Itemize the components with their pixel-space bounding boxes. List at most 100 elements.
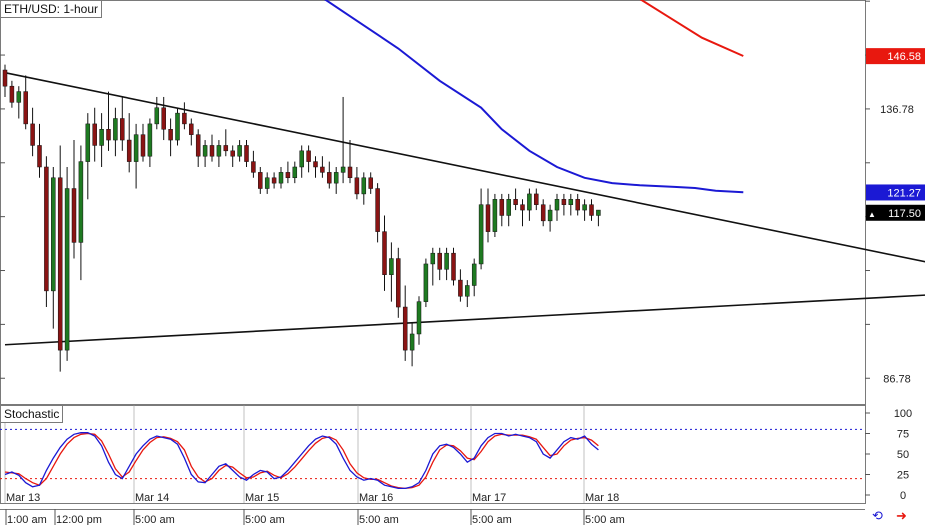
- candle-body: [313, 161, 318, 168]
- candle-body: [506, 199, 511, 216]
- candle-body: [444, 252, 449, 270]
- candle-body: [416, 301, 422, 335]
- arrow-icon[interactable]: ➜: [896, 508, 907, 523]
- candle-body: [71, 188, 77, 243]
- candle-body: [140, 134, 146, 157]
- stochastic-tick-label: 0: [900, 490, 906, 502]
- candle-body: [230, 150, 235, 157]
- moving-average-1: [324, 0, 744, 194]
- day-label: Mar 17: [472, 492, 506, 504]
- candle-body: [64, 188, 70, 351]
- candle-body: [465, 285, 470, 297]
- candle-body: [57, 177, 63, 351]
- candle: [195, 129, 201, 167]
- candle-body: [451, 252, 456, 281]
- candle: [596, 209, 601, 227]
- time-label: 5:00 am: [135, 514, 175, 525]
- candle: [216, 140, 222, 167]
- candle-body: [554, 199, 560, 211]
- candle: [320, 156, 325, 178]
- candle: [278, 166, 284, 189]
- candle: [99, 113, 104, 167]
- price-label-text: 121.27: [887, 187, 921, 199]
- candle: [347, 140, 353, 184]
- candle-body: [327, 172, 332, 184]
- price-label-text: 117.50: [888, 208, 921, 220]
- candle-body: [292, 166, 298, 179]
- candle: [416, 296, 422, 345]
- candle-body: [299, 150, 304, 168]
- candle: [264, 172, 270, 194]
- candle: [402, 285, 408, 361]
- candle-body: [106, 129, 111, 141]
- candle-body: [340, 166, 346, 173]
- candle-body: [375, 188, 380, 232]
- candle-body: [561, 199, 567, 205]
- candle: [513, 188, 518, 211]
- candle-body: [202, 145, 208, 157]
- candle: [306, 145, 311, 173]
- candle: [78, 145, 84, 281]
- candle-body: [189, 123, 194, 135]
- candle-body: [154, 107, 160, 125]
- day-label: Mar 16: [359, 492, 393, 504]
- candle: [340, 96, 346, 184]
- time-label: 1:00 am: [7, 514, 47, 525]
- candle: [375, 183, 380, 243]
- sync-icon[interactable]: ⟲: [872, 508, 883, 523]
- candle-body: [320, 166, 325, 173]
- candle: [23, 75, 28, 130]
- stochastic-tick-label: 50: [897, 449, 909, 461]
- candle: [16, 86, 22, 119]
- candle: [430, 247, 436, 286]
- candle: [251, 150, 256, 178]
- candle: [64, 166, 70, 361]
- candle-body: [113, 118, 118, 141]
- candle: [354, 166, 360, 200]
- candle-body: [368, 177, 373, 189]
- candle-body: [382, 231, 387, 275]
- candle-body: [437, 252, 442, 270]
- main-plot-frame: [0, 0, 866, 405]
- candle: [437, 247, 442, 281]
- candle: [582, 199, 587, 221]
- candle: [451, 247, 456, 286]
- trendline-2: [4, 294, 925, 346]
- candle: [2, 64, 8, 97]
- candle: [368, 172, 373, 194]
- stochastic-tick-label: 25: [897, 470, 909, 482]
- candle: [51, 166, 56, 329]
- candle: [223, 129, 229, 157]
- candle-body: [258, 172, 263, 189]
- stochastic-title: Stochastic: [0, 405, 64, 423]
- candle: [575, 193, 580, 216]
- candle-body: [534, 193, 539, 205]
- price-tick-label: 136.78: [880, 104, 914, 116]
- trendline-1: [4, 71, 925, 263]
- candle: [37, 123, 42, 178]
- candle-body: [271, 177, 277, 184]
- candle: [409, 323, 415, 367]
- candle-body: [499, 199, 505, 216]
- candle-body: [133, 134, 139, 162]
- price-label: 121.27: [866, 184, 925, 201]
- candle: [168, 118, 173, 157]
- candle: [568, 193, 574, 216]
- candle-body: [244, 145, 249, 162]
- price-label: 117.50 ▲: [866, 204, 925, 221]
- candle-body: [120, 118, 125, 141]
- candle: [561, 193, 567, 216]
- candle: [327, 161, 332, 189]
- day-label: Mar 14: [135, 492, 169, 504]
- candle: [396, 247, 401, 318]
- candle-body: [16, 91, 22, 103]
- chart-title: ETH/USD: 1-hour: [0, 0, 103, 18]
- candle: [140, 123, 146, 162]
- candle-body: [402, 306, 408, 351]
- candle: [92, 107, 97, 162]
- candle-body: [409, 333, 415, 351]
- candle: [382, 215, 387, 291]
- candle-body: [333, 172, 339, 184]
- candle-body: [285, 172, 291, 179]
